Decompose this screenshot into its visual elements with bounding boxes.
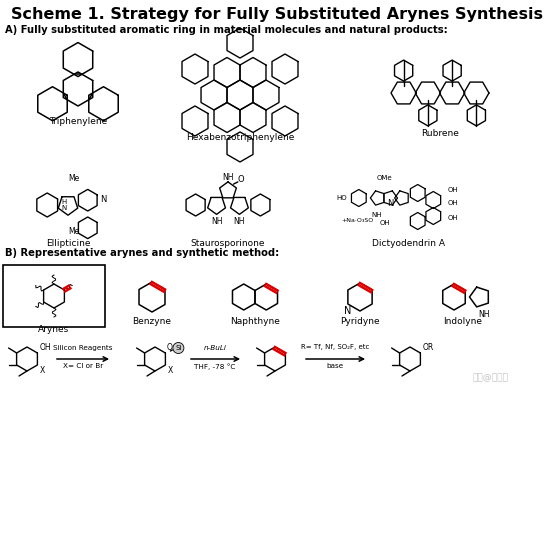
- Text: O: O: [166, 343, 173, 352]
- Text: Pyridyne: Pyridyne: [340, 317, 380, 326]
- Text: Triphenylene: Triphenylene: [49, 117, 107, 126]
- Text: Arynes: Arynes: [38, 325, 70, 334]
- Text: N: N: [344, 306, 352, 316]
- Text: OMe: OMe: [377, 175, 393, 181]
- Text: 头条@化学加: 头条@化学加: [472, 373, 508, 383]
- Text: X: X: [168, 366, 173, 375]
- Text: OH: OH: [447, 187, 458, 193]
- Text: n-BuLi: n-BuLi: [204, 345, 226, 351]
- Circle shape: [173, 342, 184, 353]
- Text: A) Fully substituted aromatic ring in material molecules and natural products:: A) Fully substituted aromatic ring in ma…: [5, 25, 448, 35]
- Bar: [3, 265, 105, 327]
- Text: OR: OR: [422, 343, 434, 352]
- Text: R= Tf, Nf, SO₂F, etc: R= Tf, Nf, SO₂F, etc: [301, 344, 369, 350]
- Text: Si: Si: [175, 345, 181, 351]
- Text: N: N: [100, 195, 107, 204]
- Text: NH: NH: [234, 217, 245, 226]
- Text: Rubrene: Rubrene: [421, 129, 459, 138]
- Text: X: X: [39, 366, 45, 375]
- Text: NH: NH: [479, 310, 490, 319]
- Text: NH: NH: [371, 212, 382, 218]
- Text: NH: NH: [211, 217, 222, 226]
- Text: O: O: [238, 175, 244, 184]
- Text: Hexabenzotriphenylene: Hexabenzotriphenylene: [186, 133, 294, 142]
- Text: Silicon Reagents: Silicon Reagents: [53, 345, 113, 351]
- Text: +Na·O₃SO: +Na·O₃SO: [341, 218, 373, 223]
- Text: Me: Me: [69, 227, 80, 236]
- Text: Benzyne: Benzyne: [133, 317, 171, 326]
- Text: Me: Me: [69, 174, 80, 183]
- Text: Staurosporinone: Staurosporinone: [191, 239, 265, 248]
- Text: OH: OH: [447, 200, 458, 206]
- Text: Ellipticine: Ellipticine: [46, 239, 90, 248]
- Text: OH: OH: [447, 215, 458, 221]
- Text: Dictyodendrin A: Dictyodendrin A: [372, 239, 445, 248]
- Text: HO: HO: [336, 195, 347, 201]
- Text: X= Cl or Br: X= Cl or Br: [63, 363, 103, 369]
- Text: THF, -78 °C: THF, -78 °C: [194, 363, 236, 370]
- Text: B) Representative arynes and synthetic method:: B) Representative arynes and synthetic m…: [5, 248, 279, 258]
- Text: Indolyne: Indolyne: [444, 317, 483, 326]
- Text: base: base: [326, 363, 343, 369]
- Text: Scheme 1. Strategy for Fully Substituted Arynes Synthesis: Scheme 1. Strategy for Fully Substituted…: [11, 7, 543, 22]
- Text: H
N: H N: [61, 199, 66, 211]
- Text: OH: OH: [379, 220, 390, 226]
- Text: NH: NH: [222, 173, 234, 182]
- Text: OH: OH: [39, 343, 51, 352]
- Text: N: N: [387, 199, 393, 207]
- Text: Naphthyne: Naphthyne: [230, 317, 280, 326]
